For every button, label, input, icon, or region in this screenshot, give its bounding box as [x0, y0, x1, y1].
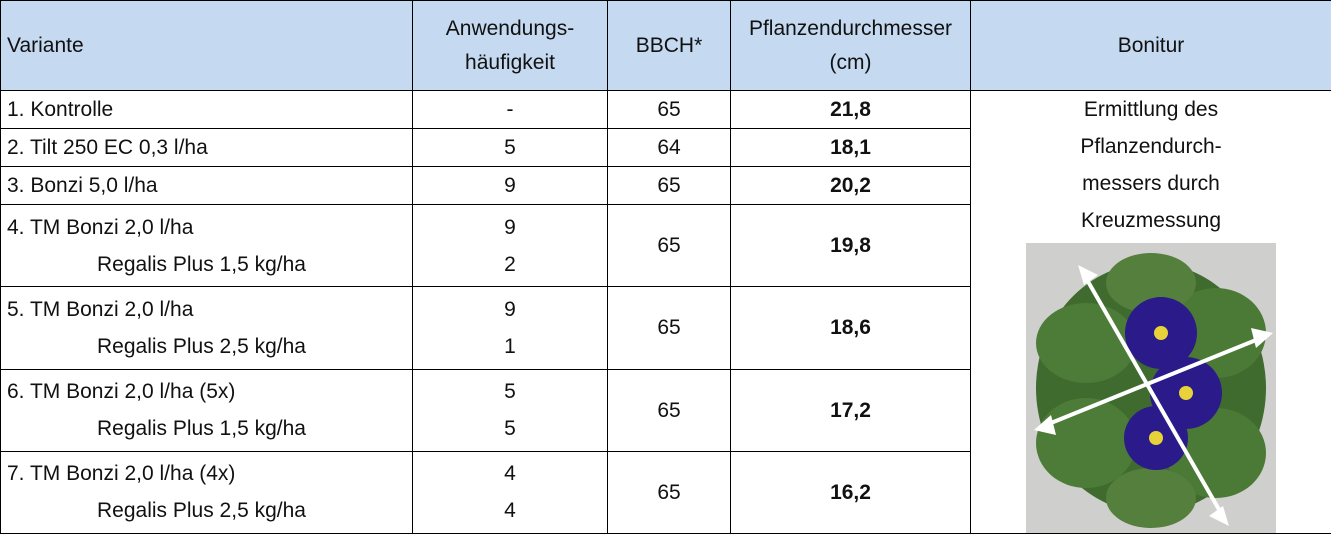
- variante-cell: 6. TM Bonzi 2,0 l/ha (5x)Regalis Plus 1,…: [1, 369, 413, 451]
- header-cell: Variante: [1, 1, 413, 91]
- header-cell: BBCH*: [608, 1, 731, 91]
- cell-line: Regalis Plus 1,5 kg/ha: [7, 246, 406, 283]
- cell-line: messers durch: [971, 165, 1331, 202]
- diameter-cell: 18,1: [731, 129, 971, 167]
- bbch-cell: 65: [608, 287, 731, 369]
- cell-line: 1: [419, 328, 601, 365]
- cell-line: 5: [419, 373, 601, 410]
- cell-line: 5. TM Bonzi 2,0 l/ha: [7, 291, 406, 328]
- diameter-cell: 17,2: [731, 369, 971, 451]
- cell-line: 1. Kontrolle: [7, 91, 406, 128]
- diameter-cell: 21,8: [731, 91, 971, 129]
- bbch-cell: 65: [608, 205, 731, 287]
- plant-photo: [1026, 243, 1276, 533]
- frequency-cell: 9: [413, 167, 608, 205]
- cell-line: Bonitur: [977, 29, 1325, 63]
- bbch-cell: 64: [608, 129, 731, 167]
- cell-line: Regalis Plus 2,5 kg/ha: [7, 328, 406, 365]
- variante-cell: 1. Kontrolle: [1, 91, 413, 129]
- bbch-cell: 65: [608, 167, 731, 205]
- cell-line: Anwendungs-: [419, 12, 601, 46]
- cell-line: 2. Tilt 250 EC 0,3 l/ha: [7, 129, 406, 166]
- results-table: VarianteAnwendungs-häufigkeitBBCH*Pflanz…: [0, 0, 1331, 534]
- cell-line: -: [419, 91, 601, 128]
- cell-line: Regalis Plus 1,5 kg/ha: [7, 410, 406, 447]
- header-cell: Bonitur: [971, 1, 1331, 91]
- variante-cell: 3. Bonzi 5,0 l/ha: [1, 167, 413, 205]
- page: VarianteAnwendungs-häufigkeitBBCH*Pflanz…: [0, 0, 1331, 526]
- variante-cell: 2. Tilt 250 EC 0,3 l/ha: [1, 129, 413, 167]
- cell-line: 4: [419, 492, 601, 529]
- cell-line: (cm): [737, 46, 964, 80]
- bbch-cell: 65: [608, 91, 731, 129]
- bbch-cell: 65: [608, 369, 731, 451]
- cell-line: 5: [419, 410, 601, 447]
- cell-line: Ermittlung des: [971, 91, 1331, 128]
- bbch-cell: 65: [608, 451, 731, 533]
- diameter-cell: 18,6: [731, 287, 971, 369]
- cell-line: häufigkeit: [419, 46, 601, 80]
- cell-line: 3. Bonzi 5,0 l/ha: [7, 167, 406, 204]
- cell-line: 9: [419, 209, 601, 246]
- header-cell: Anwendungs-häufigkeit: [413, 1, 608, 91]
- cell-line: 9: [419, 291, 601, 328]
- variante-cell: 7. TM Bonzi 2,0 l/ha (4x)Regalis Plus 2,…: [1, 451, 413, 533]
- diameter-cell: 16,2: [731, 451, 971, 533]
- diameter-cell: 19,8: [731, 205, 971, 287]
- cell-line: 4: [419, 455, 601, 492]
- header-cell: Pflanzendurchmesser(cm): [731, 1, 971, 91]
- cell-line: 5: [419, 129, 601, 166]
- frequency-cell: 5: [413, 129, 608, 167]
- cell-line: Kreuzmessung: [971, 202, 1331, 239]
- cell-line: BBCH*: [614, 29, 724, 63]
- cell-line: 6. TM Bonzi 2,0 l/ha (5x): [7, 373, 406, 410]
- diameter-cell: 20,2: [731, 167, 971, 205]
- cell-line: Pflanzendurchmesser: [737, 12, 964, 46]
- cell-line: 4. TM Bonzi 2,0 l/ha: [7, 209, 406, 246]
- cell-line: 2: [419, 246, 601, 283]
- cell-line: Variante: [7, 29, 406, 63]
- cell-line: Regalis Plus 2,5 kg/ha: [7, 492, 406, 529]
- cell-line: Pflanzendurch-: [971, 128, 1331, 165]
- frequency-cell: -: [413, 91, 608, 129]
- cell-line: 7. TM Bonzi 2,0 l/ha (4x): [7, 455, 406, 492]
- cell-line: 9: [419, 167, 601, 204]
